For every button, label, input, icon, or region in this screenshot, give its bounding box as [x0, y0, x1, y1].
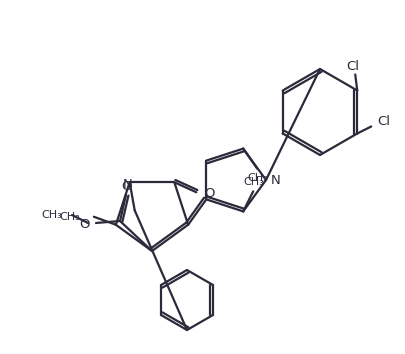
Text: N: N	[271, 173, 281, 187]
Text: Cl: Cl	[378, 115, 391, 128]
Text: Cl: Cl	[347, 60, 360, 73]
Text: O: O	[205, 187, 215, 200]
Text: N: N	[123, 178, 132, 191]
Text: CH₃: CH₃	[248, 173, 269, 183]
Text: O: O	[79, 217, 90, 230]
Text: CH₃: CH₃	[59, 212, 80, 222]
Text: O: O	[121, 179, 131, 193]
Text: CH₃: CH₃	[41, 210, 62, 220]
Text: CH₃: CH₃	[244, 177, 264, 187]
